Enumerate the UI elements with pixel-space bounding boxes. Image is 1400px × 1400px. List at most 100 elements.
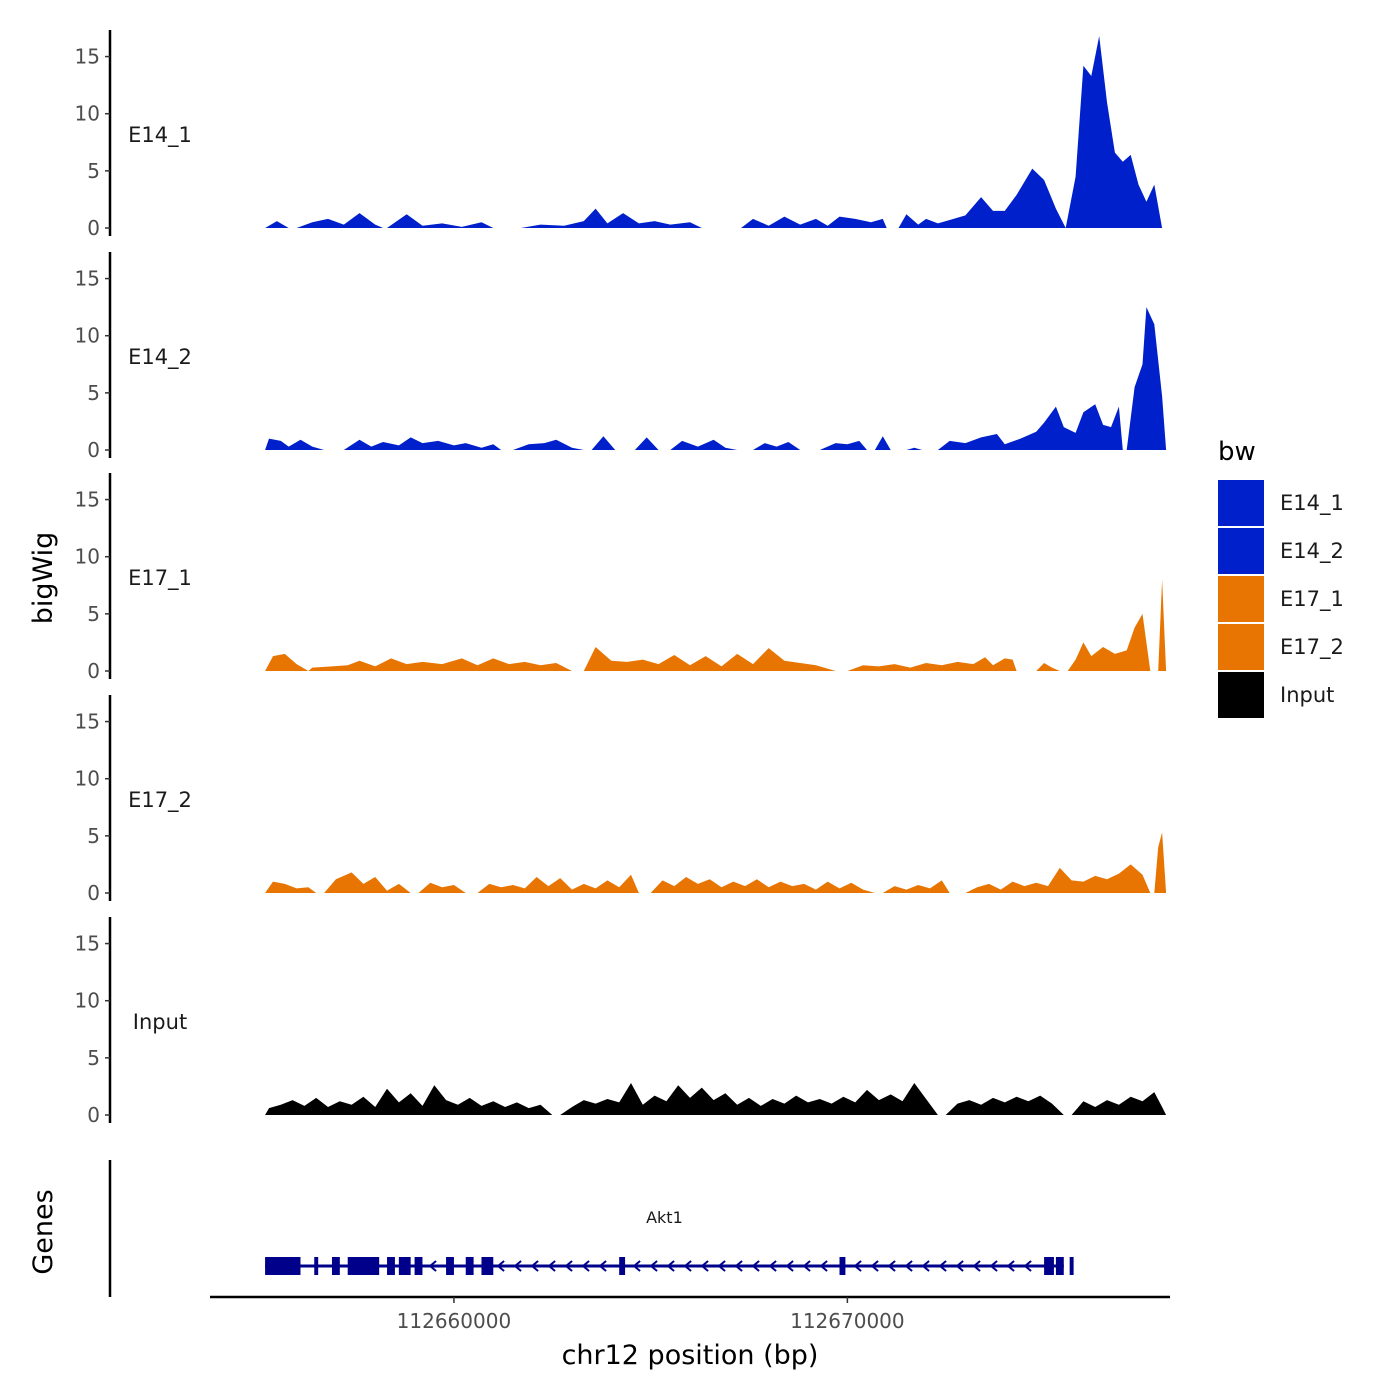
y-tick-label: 10	[75, 324, 100, 348]
strand-arrow	[666, 1260, 675, 1272]
strand-arrow	[853, 1260, 862, 1272]
y-tick-label: 10	[75, 767, 100, 791]
strand-arrow	[785, 1260, 794, 1272]
x-tick-label: 112670000	[790, 1309, 905, 1333]
track-label: Input	[133, 1010, 187, 1034]
strand-arrow	[717, 1260, 726, 1272]
legend-swatch-e17-2	[1218, 624, 1264, 670]
strand-arrow	[683, 1260, 692, 1272]
legend-title: bw	[1218, 437, 1256, 467]
strand-arrow	[938, 1260, 947, 1272]
strand-arrow	[751, 1260, 760, 1272]
strand-arrow	[819, 1260, 828, 1272]
strand-arrow	[649, 1260, 658, 1272]
y-axis-title: bigWig	[28, 532, 59, 625]
signal-area-e14-2	[265, 307, 1167, 450]
y-tick-label: 15	[75, 488, 100, 512]
gene-exon	[265, 1257, 301, 1275]
gene-name-label: Akt1	[646, 1208, 683, 1227]
gene-exon	[1044, 1257, 1054, 1275]
legend-swatch-e14-1	[1218, 480, 1264, 526]
gene-exon	[839, 1257, 846, 1275]
legend-swatch-e17-1	[1218, 576, 1264, 622]
track-panel-e17-1: 0 5 10 15 E17_1	[75, 473, 1167, 683]
strand-arrow	[1023, 1260, 1032, 1272]
gene-exon	[387, 1257, 395, 1275]
gene-exon	[465, 1257, 474, 1275]
y-tick-label: 5	[87, 602, 100, 626]
y-tick-label: 5	[87, 824, 100, 848]
y-tick-label: 0	[87, 881, 100, 905]
signal-area-e14-1	[265, 36, 1163, 228]
signal-area-e17-2	[265, 832, 1167, 893]
y-tick-label: 5	[87, 159, 100, 183]
y-tick-label: 5	[87, 381, 100, 405]
y-tick-label: 0	[87, 438, 100, 462]
legend-label: E17_1	[1280, 587, 1344, 612]
strand-arrow	[632, 1260, 641, 1272]
gene-exon	[414, 1257, 423, 1275]
strand-arrow	[972, 1260, 981, 1272]
signal-area-e17-1	[265, 579, 1167, 671]
track-label: E14_1	[128, 123, 192, 148]
legend-label: E17_2	[1280, 635, 1344, 660]
y-tick-label: 15	[75, 45, 100, 69]
gene-exon	[1055, 1257, 1064, 1275]
genes-axis-title: Genes	[28, 1189, 59, 1274]
strand-arrow	[802, 1260, 811, 1272]
y-tick-label: 15	[75, 267, 100, 291]
track-label: E17_1	[128, 566, 192, 591]
x-axis-title: chr12 position (bp)	[562, 1340, 819, 1371]
signal-area-input	[265, 1083, 1167, 1115]
strand-arrow	[887, 1260, 896, 1272]
legend: bw E14_1 E14_2 E17_1 E17_2 Input	[1218, 437, 1344, 718]
strand-arrow	[513, 1260, 522, 1272]
strand-arrow	[598, 1260, 607, 1272]
track-panels: 0 5 10 15 E14_1 0 5 10 15 E14_2 0 5 10 15 E17_1 0 5 10 15 E…	[75, 30, 1167, 1127]
gene-exon	[331, 1257, 340, 1275]
gene-exon	[619, 1257, 626, 1275]
y-tick-label: 10	[75, 989, 100, 1013]
legend-label: E14_1	[1280, 491, 1344, 516]
strand-arrow	[428, 1260, 437, 1272]
strand-arrow	[921, 1260, 930, 1272]
gene-exon	[481, 1257, 494, 1275]
strand-arrow	[547, 1260, 556, 1272]
track-panel-e14-2: 0 5 10 15 E14_2	[75, 252, 1167, 462]
gene-exon	[314, 1257, 319, 1275]
gene-track-panel: Akt1	[108, 1160, 1074, 1297]
legend-swatch-input	[1218, 672, 1264, 718]
x-tick-label: 112660000	[397, 1309, 512, 1333]
y-tick-label: 0	[87, 659, 100, 683]
track-panel-e17-2: 0 5 10 15 E17_2	[75, 695, 1167, 905]
y-tick-label: 5	[87, 1046, 100, 1070]
track-label: E14_2	[128, 345, 192, 370]
strand-arrow	[734, 1260, 743, 1272]
strand-arrow	[1006, 1260, 1015, 1272]
strand-arrow	[955, 1260, 964, 1272]
strand-arrow	[989, 1260, 998, 1272]
y-tick-label: 0	[87, 216, 100, 240]
strand-arrow	[564, 1260, 573, 1272]
strand-arrow	[496, 1260, 505, 1272]
strand-arrow	[530, 1260, 539, 1272]
y-tick-label: 10	[75, 545, 100, 569]
y-tick-label: 15	[75, 932, 100, 956]
strand-arrow	[581, 1260, 590, 1272]
gene-exon	[347, 1257, 380, 1275]
y-tick-label: 10	[75, 102, 100, 126]
track-panel-e14-1: 0 5 10 15 E14_1	[75, 30, 1163, 240]
x-axis: 112660000 112670000	[210, 1295, 1170, 1333]
strand-arrow	[768, 1260, 777, 1272]
gene-exon	[1069, 1257, 1074, 1275]
gene-exon	[398, 1257, 411, 1275]
strand-arrow	[870, 1260, 879, 1272]
legend-swatch-e14-2	[1218, 528, 1264, 574]
track-panel-input: 0 5 10 15 Input	[75, 917, 1167, 1127]
y-tick-label: 0	[87, 1103, 100, 1127]
track-label: E17_2	[128, 788, 192, 813]
legend-label: E14_2	[1280, 539, 1344, 564]
legend-label: Input	[1280, 683, 1334, 707]
y-tick-label: 15	[75, 710, 100, 734]
